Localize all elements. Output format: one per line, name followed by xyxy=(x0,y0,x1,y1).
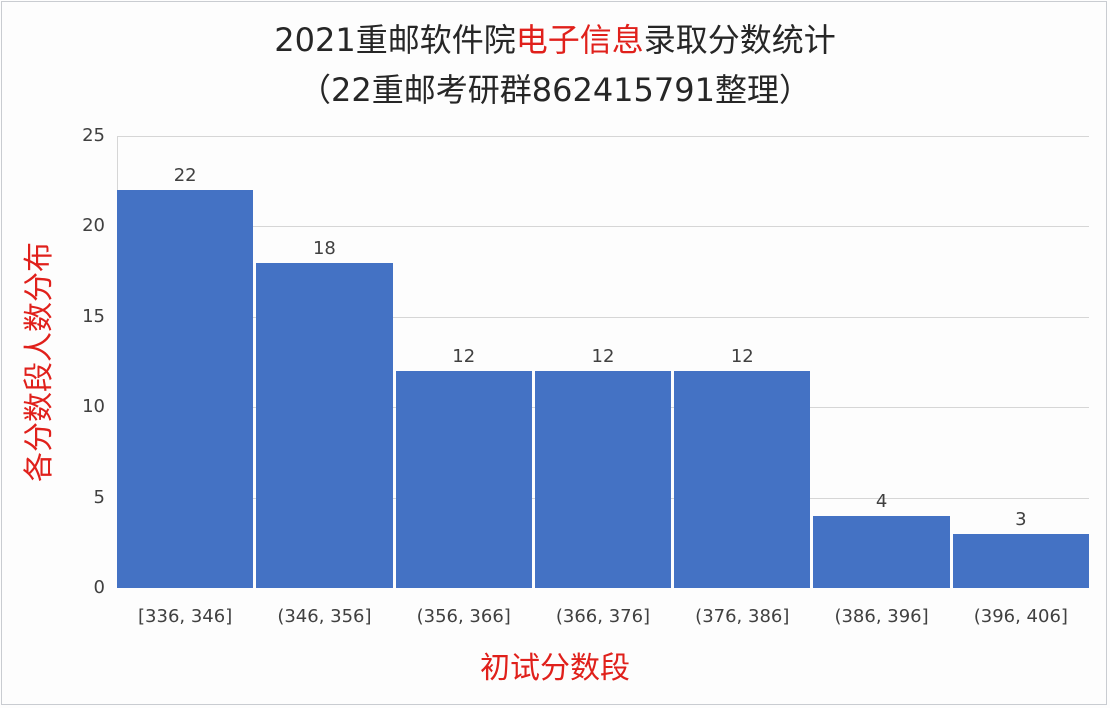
title-prefix: 2021重邮软件院 xyxy=(274,21,516,59)
x-axis-label: 初试分数段 xyxy=(480,651,630,686)
title-suffix: 录取分数统计 xyxy=(643,21,836,59)
bar xyxy=(395,371,532,588)
bar xyxy=(813,515,950,588)
bar-value-label: 12 xyxy=(452,346,476,368)
plot-area: 0 5 10 15 20 25 22 18 12 12 12 4 3 xyxy=(82,126,1089,598)
chart-title-line2: （22重邮考研群862415791整理） xyxy=(299,71,811,109)
bar xyxy=(674,371,811,588)
x-tick-label: [336, 346] xyxy=(138,606,233,627)
bar xyxy=(534,371,672,588)
y-tick-label: 25 xyxy=(82,125,105,146)
bar-value-label: 12 xyxy=(730,346,754,368)
y-tick-label: 0 xyxy=(93,577,105,598)
gridline xyxy=(117,226,1089,228)
gridline xyxy=(117,136,1089,137)
x-tick-label: (366, 376] xyxy=(555,606,651,627)
bar xyxy=(117,190,254,588)
bar-value-label: 18 xyxy=(312,237,336,259)
x-tick-label: (396, 406] xyxy=(973,606,1068,627)
bar xyxy=(952,533,1089,588)
y-tick-label: 10 xyxy=(82,396,105,418)
x-tick-label: (346, 356] xyxy=(277,606,372,627)
y-axis-label: 各分数段人数分布 xyxy=(22,242,57,482)
bar-value-label: 3 xyxy=(1015,508,1027,530)
bar-value-label: 12 xyxy=(591,346,615,368)
chart-title-line1: 2021重邮软件院电子信息录取分数统计 xyxy=(0,20,1110,60)
x-tick-label: (376, 386] xyxy=(695,606,790,627)
y-tick-label: 20 xyxy=(82,215,105,237)
bar xyxy=(256,262,393,588)
bar-value-label: 22 xyxy=(173,165,197,187)
bar-value-label: 4 xyxy=(875,490,888,512)
gridline xyxy=(117,316,1089,318)
y-tick-label: 5 xyxy=(93,486,105,508)
title-highlight: 电子信息 xyxy=(515,21,644,59)
x-tick-label: (386, 396] xyxy=(834,606,929,627)
y-tick-label: 15 xyxy=(82,305,105,327)
x-tick-label: (356, 366] xyxy=(416,606,511,627)
